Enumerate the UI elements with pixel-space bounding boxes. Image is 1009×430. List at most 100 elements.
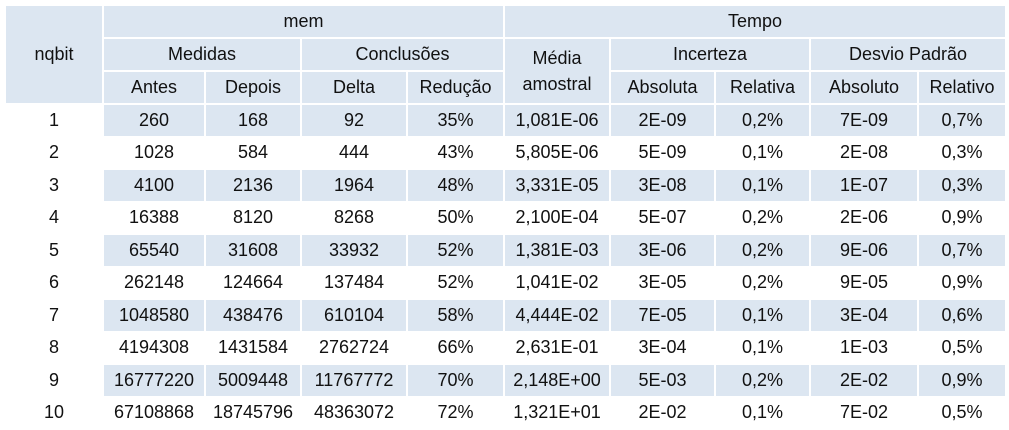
cell-nqbit: 9: [6, 365, 102, 396]
cell-absoluto: 9E-06: [811, 235, 917, 266]
cell-nqbit: 7: [6, 300, 102, 331]
header-depois: Depois: [206, 72, 300, 103]
cell-nqbit: 6: [6, 267, 102, 298]
header-relativa: Relativa: [716, 72, 809, 103]
cell-reducao: 52%: [408, 235, 503, 266]
cell-nqbit: 2: [6, 137, 102, 168]
cell-relativa: 0,1%: [716, 170, 809, 201]
cell-absoluta: 3E-08: [611, 170, 714, 201]
cell-media: 2,631E-01: [505, 332, 609, 363]
cell-relativo: 0,7%: [919, 235, 1006, 266]
cell-relativo: 0,9%: [919, 202, 1006, 233]
cell-depois: 5009448: [206, 365, 300, 396]
cell-antes: 1048580: [104, 300, 204, 331]
cell-depois: 18745796: [206, 397, 300, 428]
cell-delta: 8268: [302, 202, 406, 233]
cell-antes: 16388: [104, 202, 204, 233]
cell-reducao: 72%: [408, 397, 503, 428]
header-desvio-padrao: Desvio Padrão: [811, 39, 1006, 70]
cell-antes: 67108868: [104, 397, 204, 428]
cell-relativa: 0,1%: [716, 397, 809, 428]
cell-delta: 2762724: [302, 332, 406, 363]
cell-relativo: 0,5%: [919, 332, 1006, 363]
table-row: 10 67108868 18745796 48363072 72% 1,321E…: [6, 397, 1006, 428]
cell-delta: 1964: [302, 170, 406, 201]
cell-media: 1,321E+01: [505, 397, 609, 428]
cell-relativa: 0,2%: [716, 202, 809, 233]
table-row: 3 4100 2136 1964 48% 3,331E-05 3E-08 0,1…: [6, 170, 1006, 201]
cell-relativa: 0,2%: [716, 365, 809, 396]
cell-antes: 262148: [104, 267, 204, 298]
header-media-line1: Média: [532, 48, 582, 68]
cell-reducao: 52%: [408, 267, 503, 298]
cell-reducao: 48%: [408, 170, 503, 201]
cell-absoluta: 3E-06: [611, 235, 714, 266]
cell-depois: 168: [206, 105, 300, 136]
cell-delta: 48363072: [302, 397, 406, 428]
cell-absoluto: 7E-02: [811, 397, 917, 428]
cell-depois: 8120: [206, 202, 300, 233]
header-relativo: Relativo: [919, 72, 1006, 103]
cell-relativa: 0,1%: [716, 332, 809, 363]
cell-media: 1,041E-02: [505, 267, 609, 298]
header-nqbit: nqbit: [6, 6, 102, 103]
cell-reducao: 70%: [408, 365, 503, 396]
header-tempo: Tempo: [505, 6, 1006, 37]
cell-antes: 260: [104, 105, 204, 136]
cell-depois: 1431584: [206, 332, 300, 363]
cell-depois: 584: [206, 137, 300, 168]
cell-delta: 92: [302, 105, 406, 136]
cell-media: 2,100E-04: [505, 202, 609, 233]
cell-media: 1,381E-03: [505, 235, 609, 266]
table-row: 6 262148 124664 137484 52% 1,041E-02 3E-…: [6, 267, 1006, 298]
cell-reducao: 50%: [408, 202, 503, 233]
cell-antes: 65540: [104, 235, 204, 266]
cell-relativo: 0,5%: [919, 397, 1006, 428]
table-row: 5 65540 31608 33932 52% 1,381E-03 3E-06 …: [6, 235, 1006, 266]
header-medidas: Medidas: [104, 39, 300, 70]
cell-nqbit: 4: [6, 202, 102, 233]
cell-antes: 1028: [104, 137, 204, 168]
cell-nqbit: 3: [6, 170, 102, 201]
table-row: 7 1048580 438476 610104 58% 4,444E-02 7E…: [6, 300, 1006, 331]
cell-antes: 16777220: [104, 365, 204, 396]
cell-absoluto: 2E-06: [811, 202, 917, 233]
cell-relativo: 0,9%: [919, 267, 1006, 298]
cell-absoluto: 1E-03: [811, 332, 917, 363]
cell-absoluto: 2E-08: [811, 137, 917, 168]
header-mem: mem: [104, 6, 503, 37]
cell-reducao: 66%: [408, 332, 503, 363]
cell-relativa: 0,1%: [716, 300, 809, 331]
cell-absoluta: 5E-07: [611, 202, 714, 233]
cell-relativa: 0,2%: [716, 105, 809, 136]
cell-depois: 438476: [206, 300, 300, 331]
cell-nqbit: 5: [6, 235, 102, 266]
cell-nqbit: 1: [6, 105, 102, 136]
cell-reducao: 35%: [408, 105, 503, 136]
cell-relativo: 0,6%: [919, 300, 1006, 331]
table-row: 4 16388 8120 8268 50% 2,100E-04 5E-07 0,…: [6, 202, 1006, 233]
cell-absoluta: 2E-09: [611, 105, 714, 136]
cell-delta: 137484: [302, 267, 406, 298]
cell-media: 5,805E-06: [505, 137, 609, 168]
cell-absoluta: 3E-05: [611, 267, 714, 298]
cell-media: 2,148E+00: [505, 365, 609, 396]
cell-nqbit: 10: [6, 397, 102, 428]
cell-absoluto: 9E-05: [811, 267, 917, 298]
header-conclusoes: Conclusões: [302, 39, 503, 70]
cell-relativo: 0,9%: [919, 365, 1006, 396]
cell-delta: 33932: [302, 235, 406, 266]
cell-depois: 31608: [206, 235, 300, 266]
cell-media: 3,331E-05: [505, 170, 609, 201]
table-row: 1 260 168 92 35% 1,081E-06 2E-09 0,2% 7E…: [6, 105, 1006, 136]
cell-delta: 610104: [302, 300, 406, 331]
cell-absoluta: 2E-02: [611, 397, 714, 428]
header-antes: Antes: [104, 72, 204, 103]
cell-relativo: 0,3%: [919, 137, 1006, 168]
cell-absoluta: 7E-05: [611, 300, 714, 331]
cell-relativo: 0,3%: [919, 170, 1006, 201]
cell-relativa: 0,1%: [716, 137, 809, 168]
table-row: 9 16777220 5009448 11767772 70% 2,148E+0…: [6, 365, 1006, 396]
cell-relativa: 0,2%: [716, 235, 809, 266]
table-row: 8 4194308 1431584 2762724 66% 2,631E-01 …: [6, 332, 1006, 363]
